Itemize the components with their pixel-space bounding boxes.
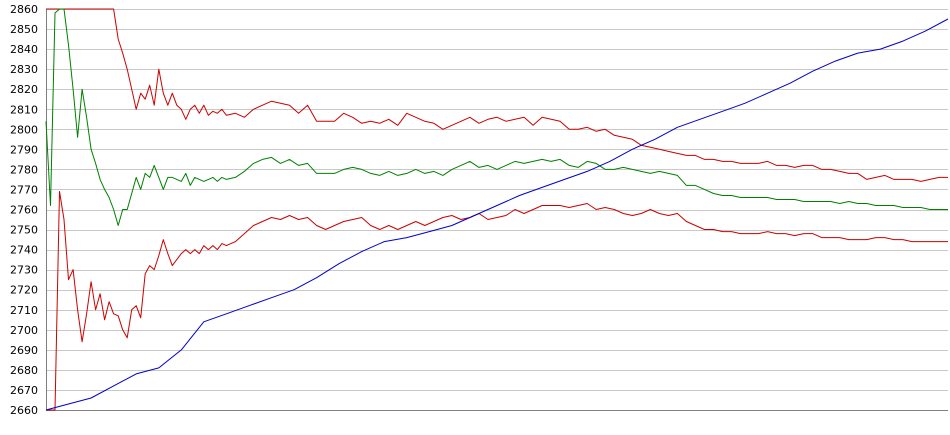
y-tick-label: 2740: [10, 244, 38, 257]
y-tick-label: 2660: [10, 404, 38, 417]
y-tick-label: 2790: [10, 143, 38, 156]
y-tick-label: 2850: [10, 23, 38, 36]
y-tick-label: 2800: [10, 123, 38, 136]
y-tick-label: 2840: [10, 43, 38, 56]
series-lines: [45, 8, 949, 411]
y-tick-label: 2690: [10, 344, 38, 357]
y-axis-tick-labels: 2660 2670 2680 2690 2700 2710 2720 2730 2740 2750…: [10, 3, 38, 417]
y-tick-label: 2810: [10, 103, 38, 116]
series-line-1: [46, 8, 948, 182]
y-tick-label: 2720: [10, 284, 38, 297]
series-line-4: [45, 18, 949, 411]
y-tick-label: 2670: [10, 384, 38, 397]
y-tick-label: 2860: [10, 3, 38, 16]
y-tick-label: 2820: [10, 83, 38, 96]
series-line-3: [46, 191, 948, 411]
y-tick-label: 2770: [10, 183, 38, 196]
y-tick-label: 2710: [10, 304, 38, 317]
y-tick-label: 2750: [10, 224, 38, 237]
y-tick-label: 2830: [10, 63, 38, 76]
series-line-2: [45, 8, 948, 226]
y-tick-label: 2730: [10, 264, 38, 277]
y-tick-label: 2780: [10, 163, 38, 176]
y-tick-label: 2700: [10, 324, 38, 337]
y-tick-label: 2680: [10, 364, 38, 377]
y-tick-label: 2760: [10, 204, 38, 217]
